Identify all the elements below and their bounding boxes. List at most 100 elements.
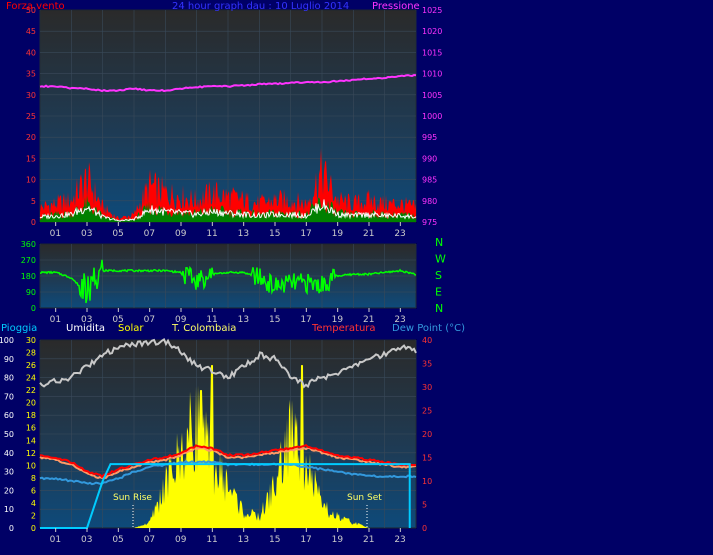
wind-ytick-label: 10: [26, 176, 36, 185]
humidity-ytick-label: 80: [4, 374, 14, 383]
dir-xtick-label: 21: [363, 315, 374, 325]
rain-series-line: [40, 463, 411, 529]
solar-ytick-label: 26: [26, 361, 36, 370]
solar-ytick-label: 28: [26, 349, 36, 358]
pressure-ytick-label: 1000: [422, 112, 442, 121]
solar-ytick-label: 14: [26, 436, 36, 445]
temp-xtick-label: 15: [269, 535, 280, 545]
wind-xtick-label: 13: [238, 229, 249, 239]
humidity-label: Umidita: [66, 323, 105, 334]
solar-ytick-label: 10: [26, 461, 36, 470]
wind-xtick-label: 05: [112, 229, 123, 239]
dir-ytick-label: 0: [31, 304, 36, 313]
temp-ytick-label: 30: [422, 383, 432, 392]
pressure-ytick-label: 995: [422, 133, 437, 142]
sun-set-label: Sun Set: [347, 493, 382, 503]
compass-label: W: [435, 253, 446, 266]
compass-label: S: [435, 269, 442, 282]
humidity-ytick-label: 90: [4, 355, 14, 364]
pressure-ytick-label: 1025: [422, 6, 442, 15]
wind-ytick-label: 45: [26, 27, 36, 36]
temp-ytick-label: 25: [422, 407, 432, 416]
solar-ytick-label: 0: [31, 524, 36, 533]
humidity-ytick-label: 100: [0, 336, 14, 345]
dir-xtick-label: 13: [238, 315, 249, 325]
temp-xtick-label: 17: [300, 535, 311, 545]
wind-xtick-label: 11: [206, 229, 217, 239]
humidity-ytick-label: 0: [9, 524, 14, 533]
temp-xtick-label: 13: [238, 535, 249, 545]
pressure-ytick-label: 1015: [422, 48, 442, 57]
solar-ytick-label: 22: [26, 386, 36, 395]
dir-xtick-label: 23: [394, 315, 405, 325]
solar-ytick-label: 12: [26, 449, 36, 458]
temp-xtick-label: 21: [363, 535, 374, 545]
temperature-series-line: [39, 443, 417, 479]
wind-xtick-label: 15: [269, 229, 280, 239]
dir-xtick-label: 01: [50, 315, 61, 325]
temp-ytick-label: 5: [422, 501, 427, 510]
solar-label: Solar: [118, 323, 144, 334]
pressure-ytick-label: 1010: [422, 70, 442, 79]
solar-ytick-label: 4: [31, 499, 36, 508]
humidity-ytick-label: 50: [4, 430, 14, 439]
dir-xtick-label: 09: [175, 315, 187, 325]
pressure-ytick-label: 990: [422, 154, 437, 163]
humidity-ytick-label: 40: [4, 449, 14, 458]
dir-ytick-label: 180: [21, 272, 36, 281]
solar-series-area: [40, 365, 416, 528]
temp-ytick-label: 10: [422, 477, 432, 486]
pressure-label: Pressione: [372, 1, 420, 12]
humidity-ytick-label: 60: [4, 411, 14, 420]
humidity-ytick-label: 20: [4, 486, 14, 495]
wind-speed-line: [39, 199, 417, 222]
wind-ytick-label: 50: [26, 6, 36, 15]
wind-xtick-label: 07: [144, 229, 155, 239]
solar-ytick-label: 2: [31, 511, 36, 520]
dir-xtick-label: 05: [112, 315, 123, 325]
direction-series-line: [39, 259, 417, 304]
solar-ytick-label: 24: [26, 374, 36, 383]
wind-ytick-label: 0: [31, 218, 36, 227]
temp-ytick-label: 35: [422, 360, 432, 369]
temp-ytick-label: 40: [422, 336, 432, 345]
dir-ytick-label: 90: [26, 288, 36, 297]
humidity-ytick-label: 70: [4, 392, 14, 401]
humidity-series-line: [39, 337, 417, 389]
compass-label: N: [435, 302, 443, 315]
dir-xtick-label: 07: [144, 315, 155, 325]
wind-xtick-label: 17: [300, 229, 311, 239]
wind-avg-series: [40, 195, 416, 222]
wind-xtick-label: 23: [394, 229, 405, 239]
dir-xtick-label: 17: [300, 315, 311, 325]
compass-label: N: [435, 236, 443, 249]
temp-xtick-label: 19: [332, 535, 344, 545]
solar-ytick-label: 30: [26, 336, 36, 345]
temp-xtick-label: 11: [206, 535, 217, 545]
temp-xtick-label: 05: [112, 535, 123, 545]
wind-xtick-label: 03: [81, 229, 92, 239]
temp-ytick-label: 0: [422, 524, 427, 533]
dir-ytick-label: 270: [21, 256, 36, 265]
wind-xtick-label: 09: [175, 229, 187, 239]
pressure-series-line: [39, 74, 417, 93]
wind-ytick-label: 30: [26, 91, 36, 100]
humidity-ytick-label: 10: [4, 505, 14, 514]
wind-gust-series: [40, 148, 416, 222]
solar-ytick-label: 18: [26, 411, 36, 420]
wind-ytick-label: 5: [31, 197, 36, 206]
dir-xtick-label: 03: [81, 315, 92, 325]
wind-xtick-label: 21: [363, 229, 374, 239]
pressure-ytick-label: 980: [422, 197, 437, 206]
dir-xtick-label: 15: [269, 315, 280, 325]
pressure-ytick-label: 1005: [422, 91, 442, 100]
temp-xtick-label: 01: [50, 535, 61, 545]
solar-ytick-label: 20: [26, 399, 36, 408]
compass-label: E: [435, 286, 442, 299]
wind-ytick-label: 15: [26, 154, 36, 163]
temp-xtick-label: 03: [81, 535, 92, 545]
chart-title: 24 hour graph dau : 10 Luglio 2014: [172, 1, 349, 12]
sun-rise-label: Sun Rise: [113, 493, 152, 503]
